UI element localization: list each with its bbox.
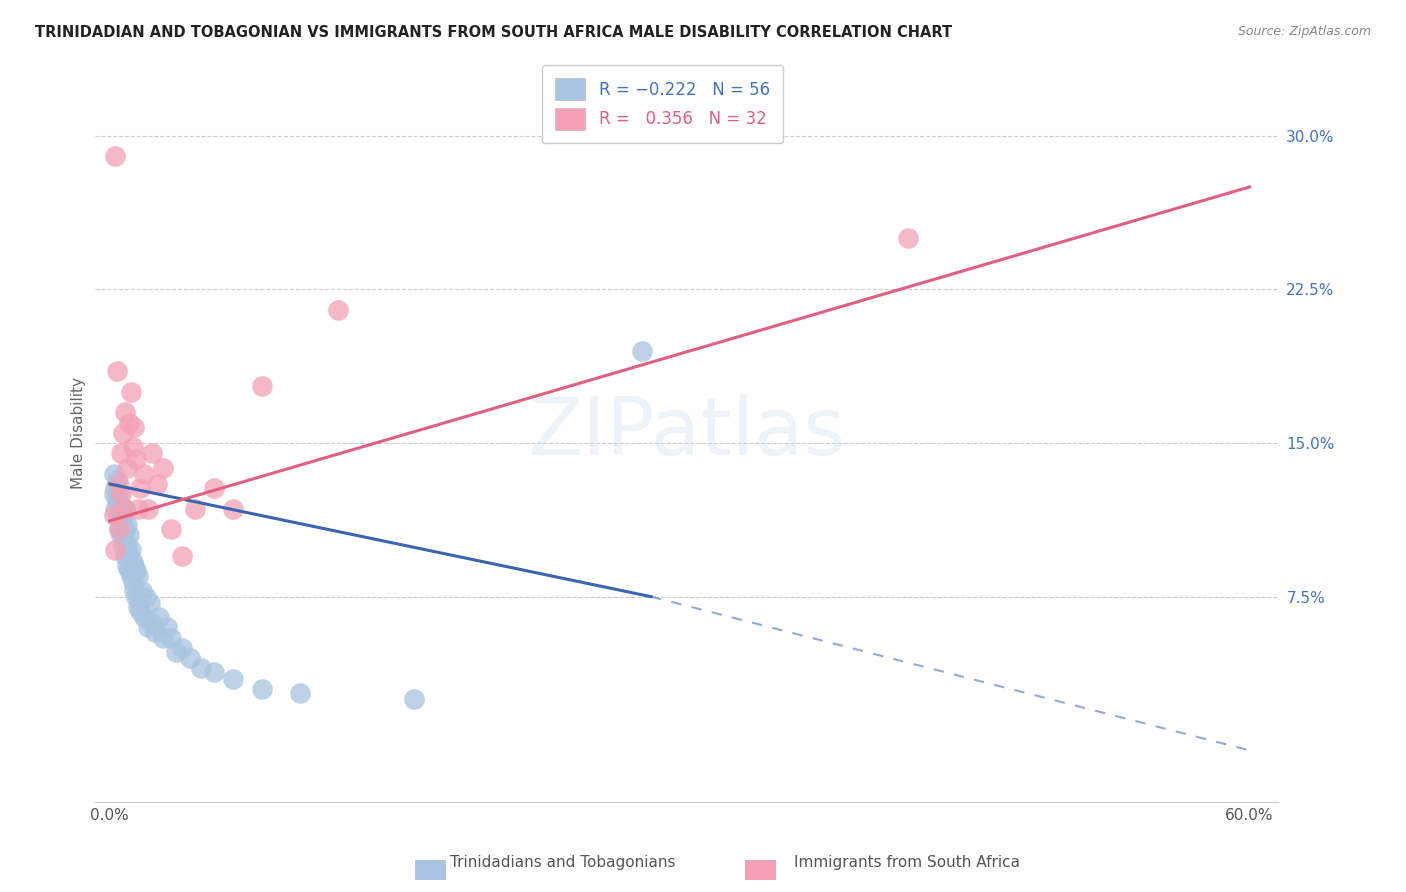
Point bbox=[114, 501, 136, 516]
Point bbox=[288, 686, 311, 700]
Point bbox=[132, 467, 155, 481]
Point bbox=[159, 631, 181, 645]
Point bbox=[170, 640, 193, 655]
Point bbox=[127, 599, 149, 614]
Point bbox=[118, 549, 141, 563]
Point bbox=[108, 487, 131, 501]
Point bbox=[136, 620, 159, 634]
Point bbox=[120, 384, 142, 399]
Point bbox=[141, 616, 163, 631]
Point bbox=[108, 477, 131, 491]
Point bbox=[110, 501, 132, 516]
Point bbox=[179, 651, 201, 665]
Point bbox=[115, 539, 138, 553]
Point bbox=[104, 481, 127, 495]
Point bbox=[110, 446, 132, 460]
Point bbox=[136, 501, 159, 516]
Point bbox=[103, 487, 125, 501]
Text: Source: ZipAtlas.com: Source: ZipAtlas.com bbox=[1237, 25, 1371, 38]
Point bbox=[108, 522, 131, 536]
Point bbox=[108, 498, 131, 512]
Point bbox=[132, 610, 155, 624]
Point bbox=[159, 522, 181, 536]
Point bbox=[108, 508, 131, 522]
Point bbox=[103, 508, 125, 522]
Point bbox=[250, 681, 273, 696]
Point bbox=[250, 378, 273, 392]
Point bbox=[222, 672, 245, 686]
Point bbox=[146, 477, 169, 491]
Text: ZIPatlas: ZIPatlas bbox=[527, 393, 845, 472]
Point bbox=[124, 558, 146, 573]
Point bbox=[125, 590, 148, 604]
Point bbox=[138, 596, 160, 610]
Point bbox=[131, 583, 153, 598]
Point bbox=[110, 514, 132, 528]
Point bbox=[129, 481, 152, 495]
Y-axis label: Male Disability: Male Disability bbox=[72, 376, 86, 489]
Point bbox=[165, 645, 187, 659]
Text: Immigrants from South Africa: Immigrants from South Africa bbox=[794, 855, 1019, 870]
Point bbox=[184, 501, 207, 516]
Point bbox=[222, 501, 245, 516]
Point bbox=[125, 563, 148, 577]
Point bbox=[105, 364, 128, 378]
Point bbox=[202, 481, 225, 495]
Point bbox=[114, 549, 136, 563]
Point bbox=[110, 528, 132, 542]
Point bbox=[112, 508, 135, 522]
Point bbox=[896, 231, 918, 245]
Point bbox=[143, 624, 166, 639]
Point bbox=[114, 501, 136, 516]
Point bbox=[127, 501, 149, 516]
Point bbox=[127, 569, 149, 583]
Point bbox=[112, 425, 135, 440]
Point bbox=[121, 440, 143, 454]
Point bbox=[152, 631, 174, 645]
Point bbox=[112, 539, 135, 553]
Point bbox=[118, 563, 141, 577]
Point bbox=[630, 343, 652, 358]
Point bbox=[120, 569, 142, 583]
Point bbox=[115, 518, 138, 533]
Point bbox=[104, 149, 127, 163]
Point bbox=[105, 493, 128, 508]
Point bbox=[156, 620, 179, 634]
Point bbox=[115, 558, 138, 573]
Point bbox=[105, 473, 128, 487]
Legend: R = −0.222   N = 56, R =   0.356   N = 32: R = −0.222 N = 56, R = 0.356 N = 32 bbox=[543, 65, 783, 143]
Point bbox=[121, 555, 143, 569]
Point bbox=[124, 419, 146, 434]
Point bbox=[118, 528, 141, 542]
Point bbox=[114, 405, 136, 419]
Point bbox=[110, 487, 132, 501]
Point bbox=[326, 302, 349, 317]
Point bbox=[202, 665, 225, 680]
Point bbox=[115, 460, 138, 475]
Point bbox=[148, 610, 170, 624]
Point bbox=[141, 446, 163, 460]
Point bbox=[190, 661, 212, 675]
Point bbox=[124, 583, 146, 598]
Point bbox=[104, 542, 127, 557]
Text: Trinidadians and Tobagonians: Trinidadians and Tobagonians bbox=[450, 855, 675, 870]
Text: TRINIDADIAN AND TOBAGONIAN VS IMMIGRANTS FROM SOUTH AFRICA MALE DISABILITY CORRE: TRINIDADIAN AND TOBAGONIAN VS IMMIGRANTS… bbox=[35, 25, 952, 40]
Point bbox=[152, 460, 174, 475]
Point bbox=[120, 542, 142, 557]
Point bbox=[108, 522, 131, 536]
Point bbox=[125, 452, 148, 467]
Point bbox=[103, 467, 125, 481]
Point bbox=[170, 549, 193, 563]
Point bbox=[129, 604, 152, 618]
Point bbox=[402, 692, 425, 706]
Point bbox=[104, 501, 127, 516]
Point bbox=[135, 590, 157, 604]
Point bbox=[118, 416, 141, 430]
Point bbox=[114, 522, 136, 536]
Point bbox=[121, 575, 143, 590]
